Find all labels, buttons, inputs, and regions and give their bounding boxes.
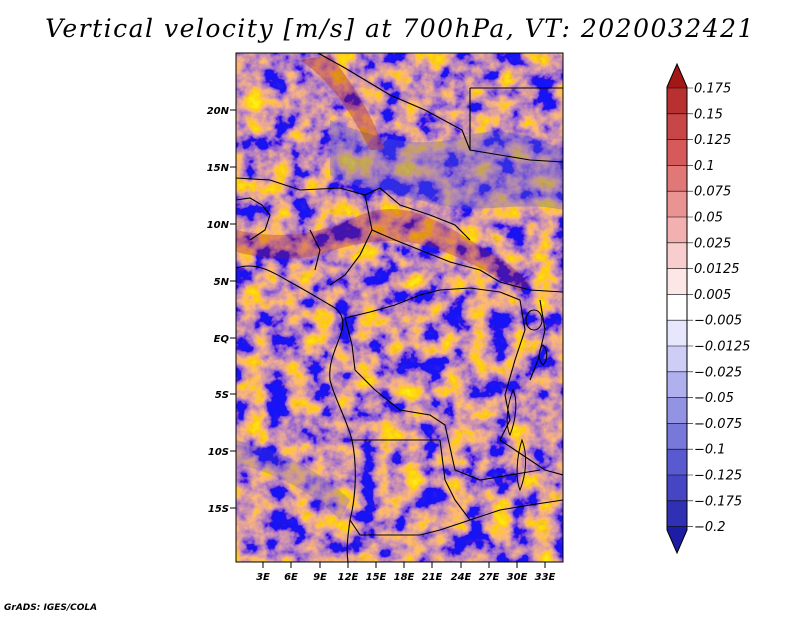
colorbar-segment [667,475,687,501]
colorbar-segment [667,449,687,475]
colorbar-segment [667,294,687,321]
lon-label: 6E [284,572,298,583]
lat-label: 5N [214,277,230,288]
colorbar-segment [667,320,687,346]
colorbar-label: 0.175 [694,82,731,97]
colorbar-segment [667,165,687,192]
colorbar-segment [667,397,687,424]
lat-label: 10N [207,220,230,231]
colorbar-label: 0.15 [694,107,723,122]
colorbar-segment [667,242,687,269]
lat-label: EQ [214,334,230,345]
colorbar: 0.175 0.15 0.125 0.1 0.075 0.05 0.025 0.0125 0.0… [666,62,750,555]
country-borders [236,53,563,562]
lon-label: 24E [451,572,472,583]
colorbar-label: −0.175 [694,494,742,509]
grads-credit: GrADS: IGES/COLA [4,603,98,613]
colorbar-segment [667,191,687,217]
colorbar-label: −0.125 [694,469,742,484]
lon-label: 27E [479,572,500,583]
colorbar-segment [667,423,687,450]
colorbar-segment [667,346,687,372]
longitude-axis: 3E 6E 9E 12E 15E 18E 21E 24E 27E 30E 33E [256,562,556,583]
lon-label: 30E [507,572,528,583]
colorbar-segment [667,526,687,553]
colorbar-label: −0.2 [694,520,726,535]
colorbar-label: 0.1 [694,159,715,174]
lat-label: 10S [208,447,229,458]
colorbar-label: 0.125 [694,133,731,148]
lat-label: 5S [215,390,229,401]
vertical-velocity-field [236,53,563,562]
colorbar-label: −0.075 [694,417,742,432]
colorbar-segment [667,217,687,243]
colorbar-label: 0.025 [694,236,731,251]
lon-label: 18E [394,572,415,583]
lon-label: 21E [422,572,443,583]
colorbar-label: −0.0125 [694,340,750,355]
colorbar-segment [667,139,687,166]
colorbar-label: −0.025 [694,365,742,380]
colorbar-label: 0.05 [694,211,723,226]
lakes [506,309,548,492]
lon-label: 9E [313,572,327,583]
lon-label: 15E [366,572,387,583]
colorbar-segment [667,113,687,140]
colorbar-label: −0.005 [694,314,742,329]
map-frame [235,52,564,563]
colorbar-label: −0.05 [694,391,734,406]
latitude-axis: 20N 15N 10N 5N EQ 5S 10S 15S [207,106,236,515]
colorbar-label: 0.0125 [694,262,740,277]
colorbar-label: 0.075 [694,185,731,200]
colorbar-label: 0.005 [694,288,731,303]
colorbar-segment [667,371,687,398]
colorbar-segment [667,268,687,295]
colorbar-segment [667,64,687,88]
map-title: Vertical velocity [m/s] at 700hPa, VT: 2… [45,14,755,43]
lat-label: 15N [207,163,230,174]
colorbar-segment [667,88,687,114]
colorbar-label: −0.1 [694,443,726,458]
lat-label: 20N [207,106,230,117]
lat-label: 15S [208,504,229,515]
lon-label: 12E [338,572,359,583]
lon-label: 33E [535,572,556,583]
colorbar-segment [667,500,687,527]
lon-label: 3E [256,572,270,583]
